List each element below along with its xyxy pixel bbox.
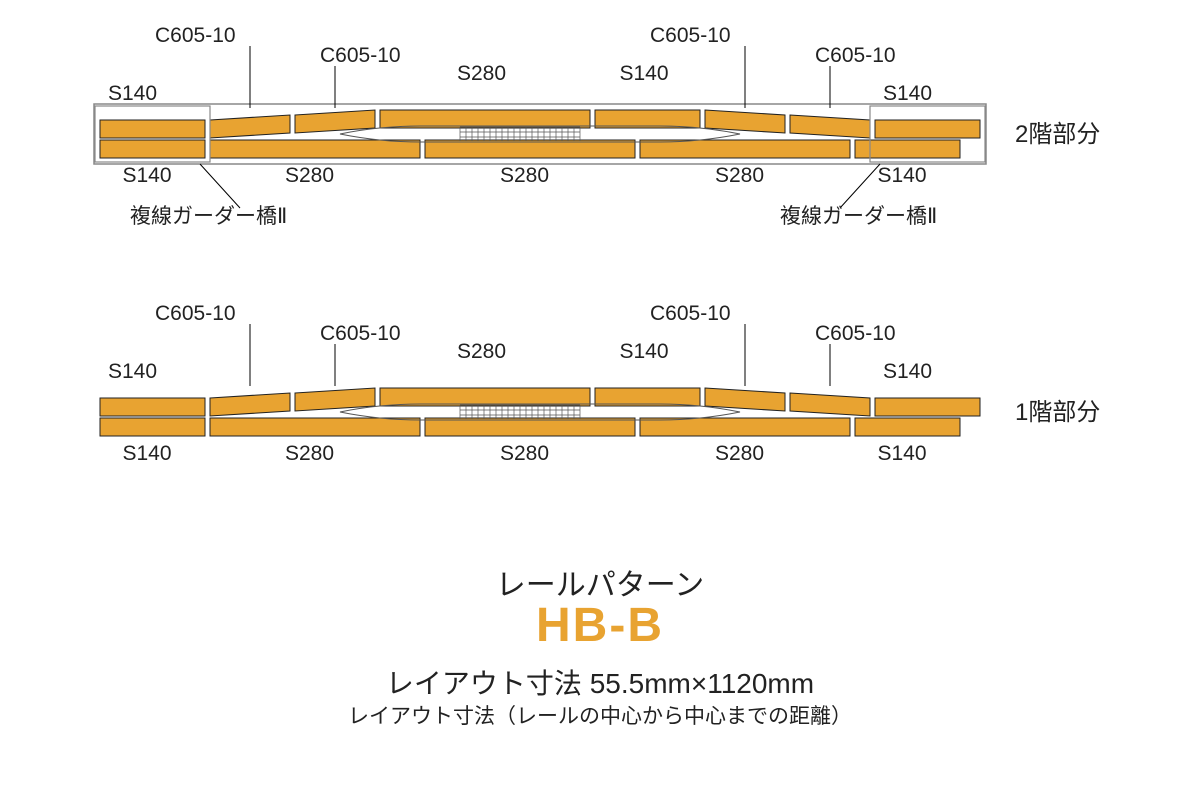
track-piece	[100, 398, 205, 416]
track-piece	[425, 140, 635, 158]
piece-label: S280	[500, 164, 549, 188]
track-piece	[380, 388, 590, 406]
callout-label: C605-10	[155, 302, 236, 326]
title-code: HB-B	[0, 598, 1200, 653]
piece-label: S140	[123, 442, 172, 466]
track-piece	[100, 140, 205, 158]
track-piece	[875, 120, 980, 138]
level-label-2f: 2階部分	[1015, 114, 1100, 149]
track-piece	[790, 115, 870, 138]
callout-label: C605-10	[815, 322, 896, 346]
piece-label: S140	[108, 82, 157, 106]
piece-label: S280	[457, 62, 506, 86]
piece-label: S140	[620, 340, 669, 364]
track-piece	[210, 393, 290, 416]
track-piece	[210, 115, 290, 138]
track-piece	[210, 418, 420, 436]
track-piece	[855, 140, 960, 158]
track-piece	[595, 110, 700, 128]
callout-label: C605-10	[155, 24, 236, 48]
track-piece	[640, 418, 850, 436]
track-piece	[295, 388, 375, 411]
piece-label: S280	[715, 442, 764, 466]
track-piece	[100, 120, 205, 138]
piece-label: S280	[500, 442, 549, 466]
piece-label: S140	[878, 164, 927, 188]
girder-label: 複線ガーダー橋Ⅱ	[130, 200, 287, 230]
piece-label: S280	[285, 442, 334, 466]
track-piece	[595, 388, 700, 406]
track-piece	[380, 110, 590, 128]
piece-label: S140	[123, 164, 172, 188]
piece-label: S140	[883, 82, 932, 106]
piece-label: S140	[620, 62, 669, 86]
track-piece	[100, 418, 205, 436]
title-dims: レイアウト寸法 55.5mm×1120mm	[0, 662, 1200, 702]
track-piece	[705, 110, 785, 133]
piece-label: S140	[883, 360, 932, 384]
callout-label: C605-10	[320, 44, 401, 68]
callout-label: C605-10	[815, 44, 896, 68]
callout-label: C605-10	[650, 302, 731, 326]
piece-label: S140	[878, 442, 927, 466]
track-piece	[855, 418, 960, 436]
callout-label: C605-10	[320, 322, 401, 346]
piece-label: S280	[285, 164, 334, 188]
track-piece	[705, 388, 785, 411]
piece-label: S280	[457, 340, 506, 364]
track-piece	[210, 140, 420, 158]
piece-label: S280	[715, 164, 764, 188]
track-piece	[295, 110, 375, 133]
track-piece	[640, 140, 850, 158]
callout-label: C605-10	[650, 24, 731, 48]
track-piece	[875, 398, 980, 416]
girder-label: 複線ガーダー橋Ⅱ	[780, 200, 937, 230]
piece-label: S140	[108, 360, 157, 384]
track-piece	[790, 393, 870, 416]
title-note: レイアウト寸法（レールの中心から中心までの距離）	[0, 700, 1200, 730]
level-label-1f: 1階部分	[1015, 392, 1100, 427]
track-piece	[425, 418, 635, 436]
